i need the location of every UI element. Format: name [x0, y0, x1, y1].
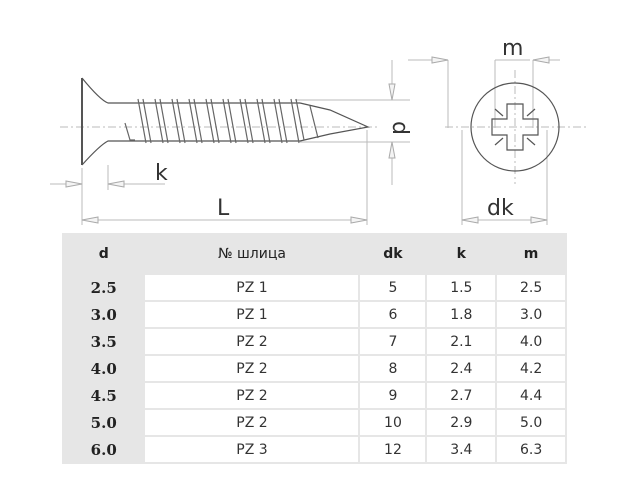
cell-dk: 10: [360, 410, 426, 435]
label-m: m: [502, 36, 523, 61]
cell-k: 2.1: [427, 329, 496, 354]
cell-d: 3.5: [64, 329, 144, 354]
cell-m: 4.2: [497, 356, 565, 381]
cell-k: 3.4: [427, 437, 496, 462]
header-k: k: [427, 235, 496, 273]
cell-slot: PZ 1: [145, 275, 359, 300]
cell-slot: PZ 2: [145, 329, 359, 354]
cell-dk: 12: [360, 437, 426, 462]
table-row: 3.0 PZ 1 6 1.8 3.0: [64, 302, 565, 327]
arrowheads: [65, 56, 550, 224]
header-m: m: [497, 235, 565, 273]
cell-k: 1.5: [427, 275, 496, 300]
cell-k: 2.9: [427, 410, 496, 435]
table-row: 2.5 PZ 1 5 1.5 2.5: [64, 275, 565, 300]
table-header-row: d № шлица dk k m: [64, 235, 565, 273]
cell-slot: PZ 1: [145, 302, 359, 327]
header-dk: dk: [360, 235, 426, 273]
cell-m: 6.3: [497, 437, 565, 462]
cell-m: 4.4: [497, 383, 565, 408]
header-slot: № шлица: [145, 235, 359, 273]
label-dk: dk: [487, 196, 514, 221]
table-row: 3.5 PZ 2 7 2.1 4.0: [64, 329, 565, 354]
cell-dk: 7: [360, 329, 426, 354]
cell-m: 4.0: [497, 329, 565, 354]
label-L: L: [217, 196, 230, 221]
cell-m: 2.5: [497, 275, 565, 300]
label-k: k: [155, 161, 168, 186]
cell-k: 2.7: [427, 383, 496, 408]
cell-slot: PZ 3: [145, 437, 359, 462]
cell-d: 2.5: [64, 275, 144, 300]
table-row: 5.0 PZ 2 10 2.9 5.0: [64, 410, 565, 435]
cell-m: 5.0: [497, 410, 565, 435]
table-row: 6.0 PZ 3 12 3.4 6.3: [64, 437, 565, 462]
label-d: d: [387, 121, 412, 135]
cell-d: 4.0: [64, 356, 144, 381]
cell-dk: 6: [360, 302, 426, 327]
header-d: d: [64, 235, 144, 273]
screw-head-view: [470, 82, 560, 172]
cell-d: 6.0: [64, 437, 144, 462]
screw-drawing: m k L dk d: [50, 36, 587, 225]
cell-dk: 9: [360, 383, 426, 408]
cell-d: 3.0: [64, 302, 144, 327]
cell-dk: 5: [360, 275, 426, 300]
cell-k: 2.4: [427, 356, 496, 381]
cell-slot: PZ 2: [145, 410, 359, 435]
cell-slot: PZ 2: [145, 383, 359, 408]
table-row: 4.5 PZ 2 9 2.7 4.4: [64, 383, 565, 408]
table-row: 4.0 PZ 2 8 2.4 4.2: [64, 356, 565, 381]
cell-k: 1.8: [427, 302, 496, 327]
cell-d: 4.5: [64, 383, 144, 408]
cell-m: 3.0: [497, 302, 565, 327]
cell-d: 5.0: [64, 410, 144, 435]
screw-side-view: [81, 77, 371, 166]
cell-dk: 8: [360, 356, 426, 381]
cell-slot: PZ 2: [145, 356, 359, 381]
